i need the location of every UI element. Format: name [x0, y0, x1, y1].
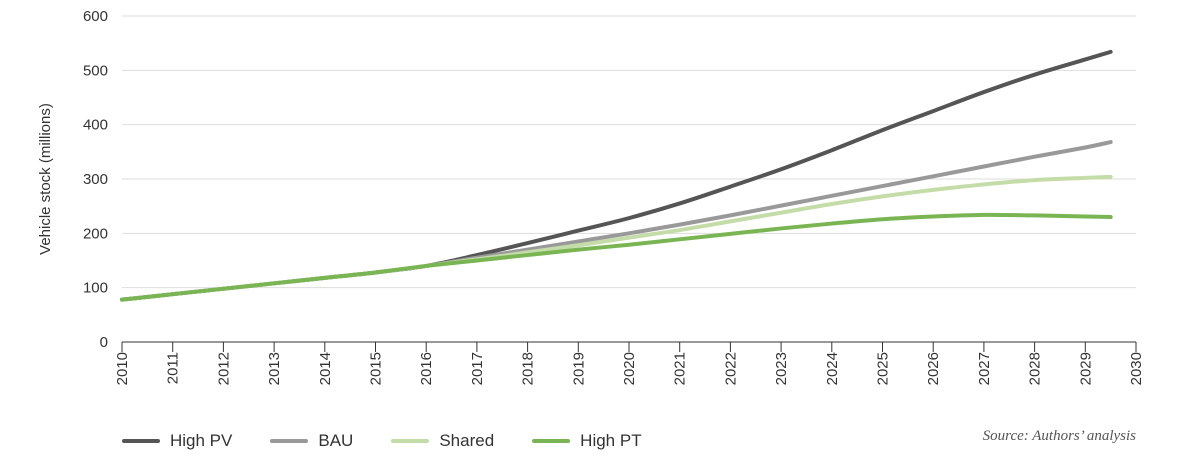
legend-item-bau: BAU [270, 431, 353, 451]
x-tick-label: 2013 [266, 352, 283, 385]
legend-item-high-pv: High PV [122, 431, 232, 451]
x-tick-label: 2027 [976, 352, 993, 385]
y-tick-label: 100 [83, 280, 108, 297]
x-tick-label: 2024 [824, 352, 841, 385]
x-tick-label: 2016 [418, 352, 435, 385]
y-tick-label: 300 [83, 171, 108, 188]
legend-swatch-high-pv [122, 439, 160, 443]
gridlines [122, 15, 1136, 343]
legend-item-high-pt: High PT [532, 431, 642, 451]
x-tick-label: 2025 [875, 352, 892, 385]
legend-swatch-shared [391, 439, 430, 443]
x-tick-label: 2029 [1077, 352, 1094, 385]
series-line-high-pv [120, 49, 1113, 302]
x-tick-label: 2018 [520, 352, 537, 385]
y-tick-label: 600 [83, 8, 108, 25]
legend-label-high-pv: High PV [170, 431, 233, 450]
legend-swatch-high-pt [532, 439, 571, 443]
y-tick-label: 0 [100, 334, 108, 351]
x-tick-label: 2020 [621, 352, 638, 385]
y-axis-label: Vehicle stock (millions) [37, 103, 54, 255]
x-tick-label: 2028 [1027, 352, 1044, 385]
series-line-shared [120, 174, 1113, 302]
legend-label-high-pt: High PT [580, 431, 642, 450]
line-chart: 0 100 200 300 400 500 600 2010 2011 2012 2013 2014… [37, 8, 1145, 385]
x-tick-label: 2030 [1128, 352, 1145, 385]
x-tick-label: 2022 [722, 352, 739, 385]
legend-swatch-bau [270, 439, 309, 443]
legend: High PV BAU Shared High PT [122, 427, 680, 455]
series-lines [120, 49, 1113, 302]
x-tick-label: 2012 [215, 352, 232, 385]
x-tick-label: 2023 [773, 352, 790, 385]
x-tick-label: 2014 [317, 352, 334, 385]
x-tick-label: 2019 [570, 352, 587, 385]
source-note: Source: Authors’ analysis [982, 428, 1136, 444]
x-tick-label: 2017 [469, 352, 486, 385]
legend-label-bau: BAU [318, 431, 354, 450]
y-tick-label: 500 [83, 62, 108, 79]
x-axis: 2010 2011 2012 2013 2014 2015 2016 2017 2018 2019… [114, 342, 1145, 385]
y-tick-label: 200 [83, 225, 108, 242]
x-tick-label: 2011 [165, 352, 182, 384]
x-tick-label: 2021 [672, 352, 689, 385]
series-line-high-pt [120, 212, 1113, 302]
legend-item-shared: Shared [391, 431, 494, 451]
x-tick-label: 2026 [925, 352, 942, 385]
y-tick-label: 400 [83, 117, 108, 134]
legend-label-shared: Shared [439, 431, 495, 450]
x-tick-label: 2010 [114, 352, 131, 385]
x-tick-label: 2015 [368, 352, 385, 385]
y-axis-ticks: 0 100 200 300 400 500 600 [83, 8, 108, 351]
